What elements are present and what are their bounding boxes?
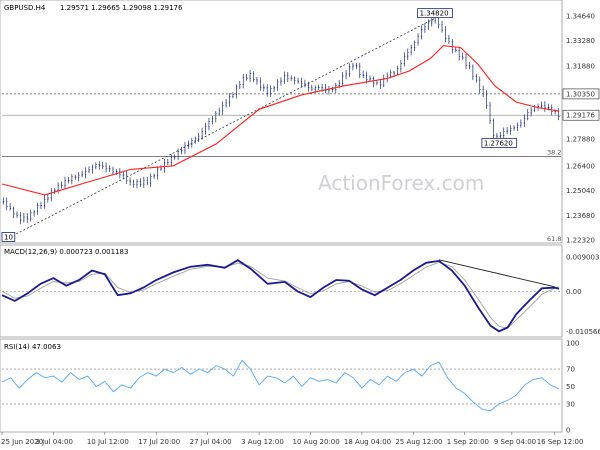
rsi-line (1, 359, 560, 412)
macd-tick-label: 0.009003 (566, 254, 599, 262)
macd-tick-label: 0.00 (566, 288, 582, 296)
x-tick-label: 18 Aug 04:00 (344, 438, 391, 446)
x-tick-label: 16 Sep 12:00 (537, 438, 584, 446)
macd-panel: MACD(12,26,9) 0.000723 0.001183 (0, 244, 563, 338)
price-tick-label: 1.25040 (566, 187, 595, 195)
rsi-tick-label: 30 (566, 400, 575, 408)
x-tick-label: 9 Sep 04:00 (494, 438, 536, 446)
price-title: GBPUSD.H4 (4, 4, 46, 12)
rsi-y-axis: 100 70 50 30 0 (566, 340, 579, 435)
rsi-tick-label: 0 (566, 427, 570, 435)
rsi-title: RSI(14) 47.0063 (4, 343, 61, 351)
fib-label: 38.2 (547, 148, 561, 156)
rsi-tick-label: 70 (566, 366, 575, 374)
price-tick-label: 1.23680 (566, 212, 595, 220)
price-tick-label: 1.29176 (566, 112, 595, 120)
price-tick-label: 1.27880 (566, 135, 595, 143)
price-tick-label: 1.22320 (566, 237, 595, 245)
x-tick-label: 3 Jul 04:00 (35, 438, 73, 446)
annotation-box (1, 232, 16, 242)
price-tick-label: 1.34640 (566, 12, 595, 20)
moving-average-line (1, 45, 560, 196)
price-tick-label: 1.30350 (566, 90, 595, 98)
price-tick-label: 1.33280 (566, 37, 595, 45)
x-tick-label: 1 Sep 20:00 (447, 438, 489, 446)
annotation-box (481, 137, 518, 148)
price-tick-label: 1.31880 (566, 63, 595, 71)
price-trendline (1, 15, 440, 242)
x-tick-label: 25 Aug 12:00 (395, 438, 442, 446)
x-tick-label: 17 Jul 20:00 (138, 438, 180, 446)
annotation-label: 1.27620 (484, 139, 513, 147)
x-tick-label: 25 Jun 2020 (1, 438, 43, 446)
fib-label: 61.8 (547, 235, 561, 243)
price-ohlc: 1.29571 1.29665 1.29098 1.29176 (60, 4, 183, 12)
price-tick-label: 1.26400 (566, 162, 595, 170)
x-tick-label: 10 Aug 20:00 (292, 438, 339, 446)
rsi-tick-label: 50 (566, 383, 575, 391)
macd-title: MACD(12,26,9) 0.000723 0.001183 (4, 248, 128, 256)
watermark: ActionForex.com (318, 171, 484, 195)
macd-line (1, 259, 560, 333)
price-tag-box (562, 88, 600, 100)
annotation-box (417, 8, 453, 19)
chart-marks: 1.34820 1.27620 10 38.2 61.8 (1, 8, 561, 412)
rsi-panel: RSI(14) 47.0063 (0, 338, 563, 433)
macd-trendline (438, 259, 555, 288)
price-panel: GBPUSD.H4 1.29571 1.29665 1.29098 1.2917… (0, 0, 563, 244)
x-tick-label: 27 Jul 04:00 (190, 438, 232, 446)
x-tick-label: 10 Jul 12:00 (87, 438, 129, 446)
annotation-label: 10 (4, 233, 13, 241)
annotation-label: 1.34820 (420, 10, 449, 18)
price-y-axis: 1.34640 1.33280 1.31880 1.30350 1.29176 1.278… (562, 12, 600, 245)
x-tick-label: 3 Aug 12:00 (241, 438, 284, 446)
price-tag-box (562, 109, 600, 121)
macd-signal-line (1, 262, 560, 329)
macd-tick-label: -0.010566 (566, 328, 600, 336)
macd-y-axis: 0.009003 0.00 -0.010566 (566, 254, 600, 336)
rsi-tick-label: 100 (566, 340, 579, 348)
